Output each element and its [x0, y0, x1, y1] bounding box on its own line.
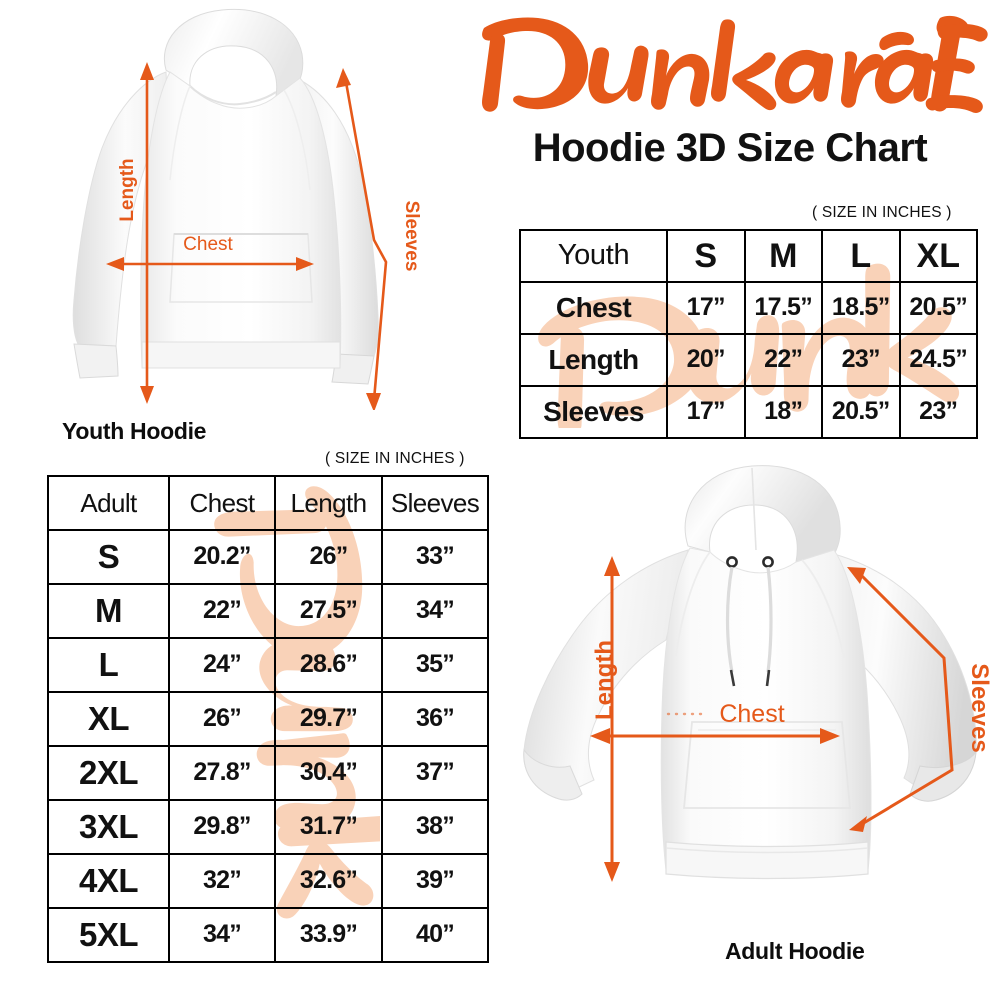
youth-sleeves-label: Sleeves: [401, 201, 422, 272]
table-cell: 40”: [381, 907, 489, 963]
table-cell: 27.5”: [274, 583, 383, 639]
adult-hoodie-illustration: Length Chest Sleeves: [520, 450, 990, 930]
adult-sleeves-label: Sleeves: [966, 663, 990, 752]
table-cell: 35”: [381, 637, 489, 693]
adult-row-size: L: [47, 637, 170, 693]
table-row: S 20.2” 26” 33”: [47, 529, 489, 585]
adult-row-size: 5XL: [47, 907, 170, 963]
youth-hoodie-illustration: Length Chest Sleeves: [40, 0, 440, 410]
table-cell: 18”: [743, 385, 823, 439]
table-row-header: Youth S M L XL: [519, 229, 978, 283]
page-title: Hoodie 3D Size Chart: [532, 126, 928, 170]
table-row-header: Adult Chest Length Sleeves: [47, 475, 489, 531]
table-cell: 29.8”: [168, 799, 276, 855]
table-cell: 33.9”: [274, 907, 383, 963]
youth-row-label-length: Length: [519, 333, 668, 387]
table-cell: 31.7”: [274, 799, 383, 855]
table-row: XL 26” 29.7” 36”: [47, 691, 489, 747]
youth-col-m: M: [743, 229, 823, 283]
table-cell: 18.5”: [821, 281, 901, 335]
table-cell: 39”: [381, 853, 489, 909]
table-cell: 28.6”: [274, 637, 383, 693]
table-cell: 37”: [381, 745, 489, 801]
table-row: 3XL 29.8” 31.7” 38”: [47, 799, 489, 855]
adult-row-size: M: [47, 583, 170, 639]
brand-logo: [470, 8, 990, 120]
table-cell: 38”: [381, 799, 489, 855]
youth-length-label: Length: [117, 158, 138, 221]
youth-row-label-chest: Chest: [519, 281, 668, 335]
table-cell: 24.5”: [898, 333, 978, 387]
adult-row-size: 2XL: [47, 745, 170, 801]
table-row: 5XL 34” 33.9” 40”: [47, 907, 489, 963]
adult-row-size: S: [47, 529, 170, 585]
youth-units-note: ( SIZE IN INCHES ): [812, 204, 952, 221]
table-cell: 27.8”: [168, 745, 276, 801]
table-cell: 17”: [666, 281, 746, 335]
adult-row-size: 3XL: [47, 799, 170, 855]
table-cell: 36”: [381, 691, 489, 747]
adult-col-head-sleeves: Sleeves: [381, 475, 489, 531]
youth-row-label-sleeves: Sleeves: [519, 385, 668, 439]
adult-col-head-size: Adult: [47, 475, 170, 531]
table-cell: 34”: [168, 907, 276, 963]
youth-hoodie-caption: Youth Hoodie: [62, 418, 207, 444]
table-cell: 30.4”: [274, 745, 383, 801]
adult-size-table: Adult Chest Length Sleeves S 20.2” 26” 3…: [47, 475, 489, 963]
youth-col-xl: XL: [898, 229, 978, 283]
adult-chest-label: Chest: [719, 700, 784, 728]
youth-chest-label: Chest: [183, 234, 233, 255]
table-cell: 29.7”: [274, 691, 383, 747]
table-cell: 22”: [743, 333, 823, 387]
youth-col-s: S: [666, 229, 746, 283]
table-row: 2XL 27.8” 30.4” 37”: [47, 745, 489, 801]
table-cell: 32.6”: [274, 853, 383, 909]
table-row: M 22” 27.5” 34”: [47, 583, 489, 639]
adult-row-size: 4XL: [47, 853, 170, 909]
youth-corner-label: Youth: [519, 229, 668, 283]
youth-col-l: L: [821, 229, 901, 283]
adult-length-label: Length: [591, 640, 618, 720]
table-cell: 22”: [168, 583, 276, 639]
adult-col-head-chest: Chest: [168, 475, 276, 531]
adult-hoodie-caption: Adult Hoodie: [725, 938, 865, 964]
table-cell: 34”: [381, 583, 489, 639]
table-cell: 20.5”: [821, 385, 901, 439]
table-cell: 33”: [381, 529, 489, 585]
table-row: Length 20” 22” 23” 24.5”: [519, 333, 978, 387]
table-row: Chest 17” 17.5” 18.5” 20.5”: [519, 281, 978, 335]
adult-row-size: XL: [47, 691, 170, 747]
table-row: L 24” 28.6” 35”: [47, 637, 489, 693]
table-cell: 24”: [168, 637, 276, 693]
table-cell: 17”: [666, 385, 746, 439]
table-cell: 23”: [898, 385, 978, 439]
table-cell: 20”: [666, 333, 746, 387]
table-cell: 17.5”: [743, 281, 823, 335]
table-row: Sleeves 17” 18” 20.5” 23”: [519, 385, 978, 439]
adult-col-head-length: Length: [274, 475, 383, 531]
table-cell: 26”: [274, 529, 383, 585]
youth-size-table: Youth S M L XL Chest 17” 17.5” 18.5” 20.…: [519, 229, 978, 439]
table-cell: 20.5”: [898, 281, 978, 335]
table-cell: 23”: [821, 333, 901, 387]
table-cell: 32”: [168, 853, 276, 909]
table-row: 4XL 32” 32.6” 39”: [47, 853, 489, 909]
adult-units-note: ( SIZE IN INCHES ): [325, 450, 465, 467]
table-cell: 26”: [168, 691, 276, 747]
table-cell: 20.2”: [168, 529, 276, 585]
